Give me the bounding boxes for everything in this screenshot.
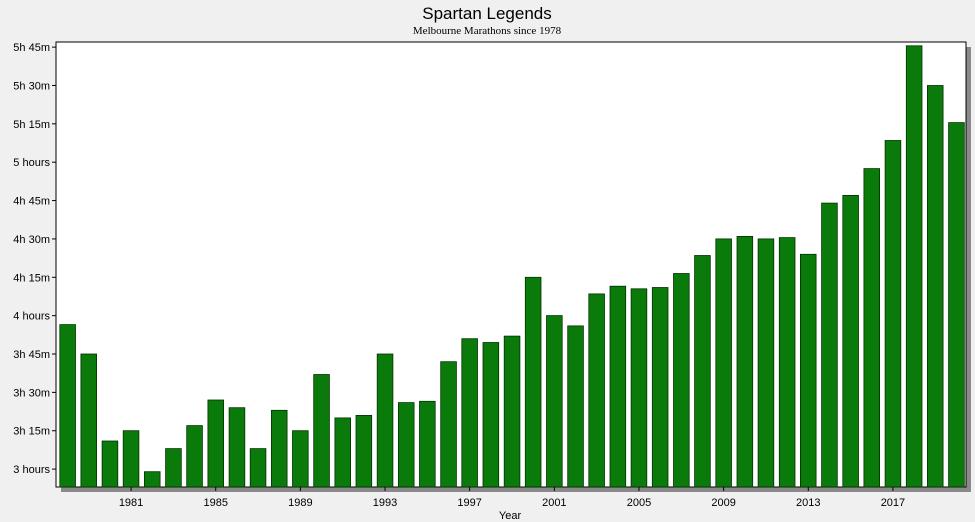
bar-1996 [440, 361, 457, 488]
bar-1984 [186, 425, 203, 488]
bar-2016 [863, 168, 881, 488]
bar-2003 [588, 293, 605, 488]
y-tick-label: 5h 45m [13, 42, 50, 54]
y-tick-label: 4h 30m [13, 234, 50, 246]
bar-1981 [122, 430, 140, 488]
x-tick-label: 2005 [627, 497, 651, 509]
bar-1992 [355, 414, 373, 488]
bar-1999 [503, 335, 521, 488]
y-tick-label: 5h 30m [13, 80, 50, 92]
bar-2008 [694, 255, 711, 488]
y-tick-label: 4 hours [13, 311, 50, 323]
x-tick-label: 1997 [457, 497, 481, 509]
x-axis-label: Year [499, 510, 522, 522]
bar-1988 [270, 409, 288, 488]
bar-1995 [419, 400, 436, 488]
bar-1987 [249, 448, 267, 488]
bar-2005 [630, 288, 648, 488]
x-tick-label: 2009 [711, 497, 735, 509]
x-tick-label: 2013 [796, 497, 820, 509]
x-tick-label: 2017 [881, 497, 905, 509]
chart-title: Spartan Legends [422, 4, 552, 23]
bar-2018 [905, 45, 923, 488]
bar-2002 [567, 325, 584, 488]
bar-1985 [207, 399, 224, 488]
bar-2004 [609, 285, 627, 488]
x-tick-label: 1981 [119, 497, 143, 509]
bar-1979 [80, 353, 98, 488]
plot-area: 3 hours 3h 15m 3h 30m 3h 45m 4 hours 4h 15m 4h… [13, 41, 971, 509]
y-tick-label: 5 hours [13, 157, 50, 169]
bar-1997 [461, 338, 478, 488]
y-tick-label: 4h 45m [13, 196, 50, 208]
bar-1993 [376, 353, 394, 488]
bar-1983 [165, 448, 182, 488]
bar-2019 [927, 85, 944, 488]
y-tick-label: 4h 15m [13, 272, 50, 284]
y-tick-label: 5h 15m [13, 119, 50, 131]
y-tick-label: 3h 30m [13, 387, 50, 399]
bar-1998 [482, 342, 500, 488]
bar-1978 [59, 324, 76, 488]
x-tick-label: 1989 [288, 497, 312, 509]
bar-2013 [800, 253, 817, 488]
bar-1980 [101, 440, 119, 488]
bar-1989 [292, 430, 309, 488]
bar-2017 [884, 140, 902, 488]
x-tick-label: 1985 [203, 497, 227, 509]
bar-2015 [842, 194, 859, 488]
bar-2020 [948, 122, 965, 488]
bar-2012 [778, 237, 796, 488]
bar-2006 [651, 287, 669, 488]
bar-1986 [228, 407, 246, 488]
bar-2000 [524, 276, 542, 488]
x-tick-label: 1993 [373, 497, 397, 509]
bar-1982 [143, 471, 161, 488]
y-tick-label: 3h 45m [13, 349, 50, 361]
x-tick-label: 2001 [542, 497, 566, 509]
bar-1990 [313, 374, 330, 488]
chart-subtitle: Melbourne Marathons since 1978 [413, 25, 562, 37]
bar-2014 [821, 202, 838, 488]
bar-2001 [546, 315, 563, 488]
bar-1994 [397, 402, 415, 488]
bar-2011 [757, 238, 775, 488]
bar-2009 [715, 238, 732, 488]
y-tick-label: 3h 15m [13, 426, 50, 438]
y-tick-label: 3 hours [13, 464, 50, 476]
bar-1991 [334, 417, 351, 488]
bar-2007 [673, 273, 690, 488]
bar-2010 [736, 235, 754, 488]
